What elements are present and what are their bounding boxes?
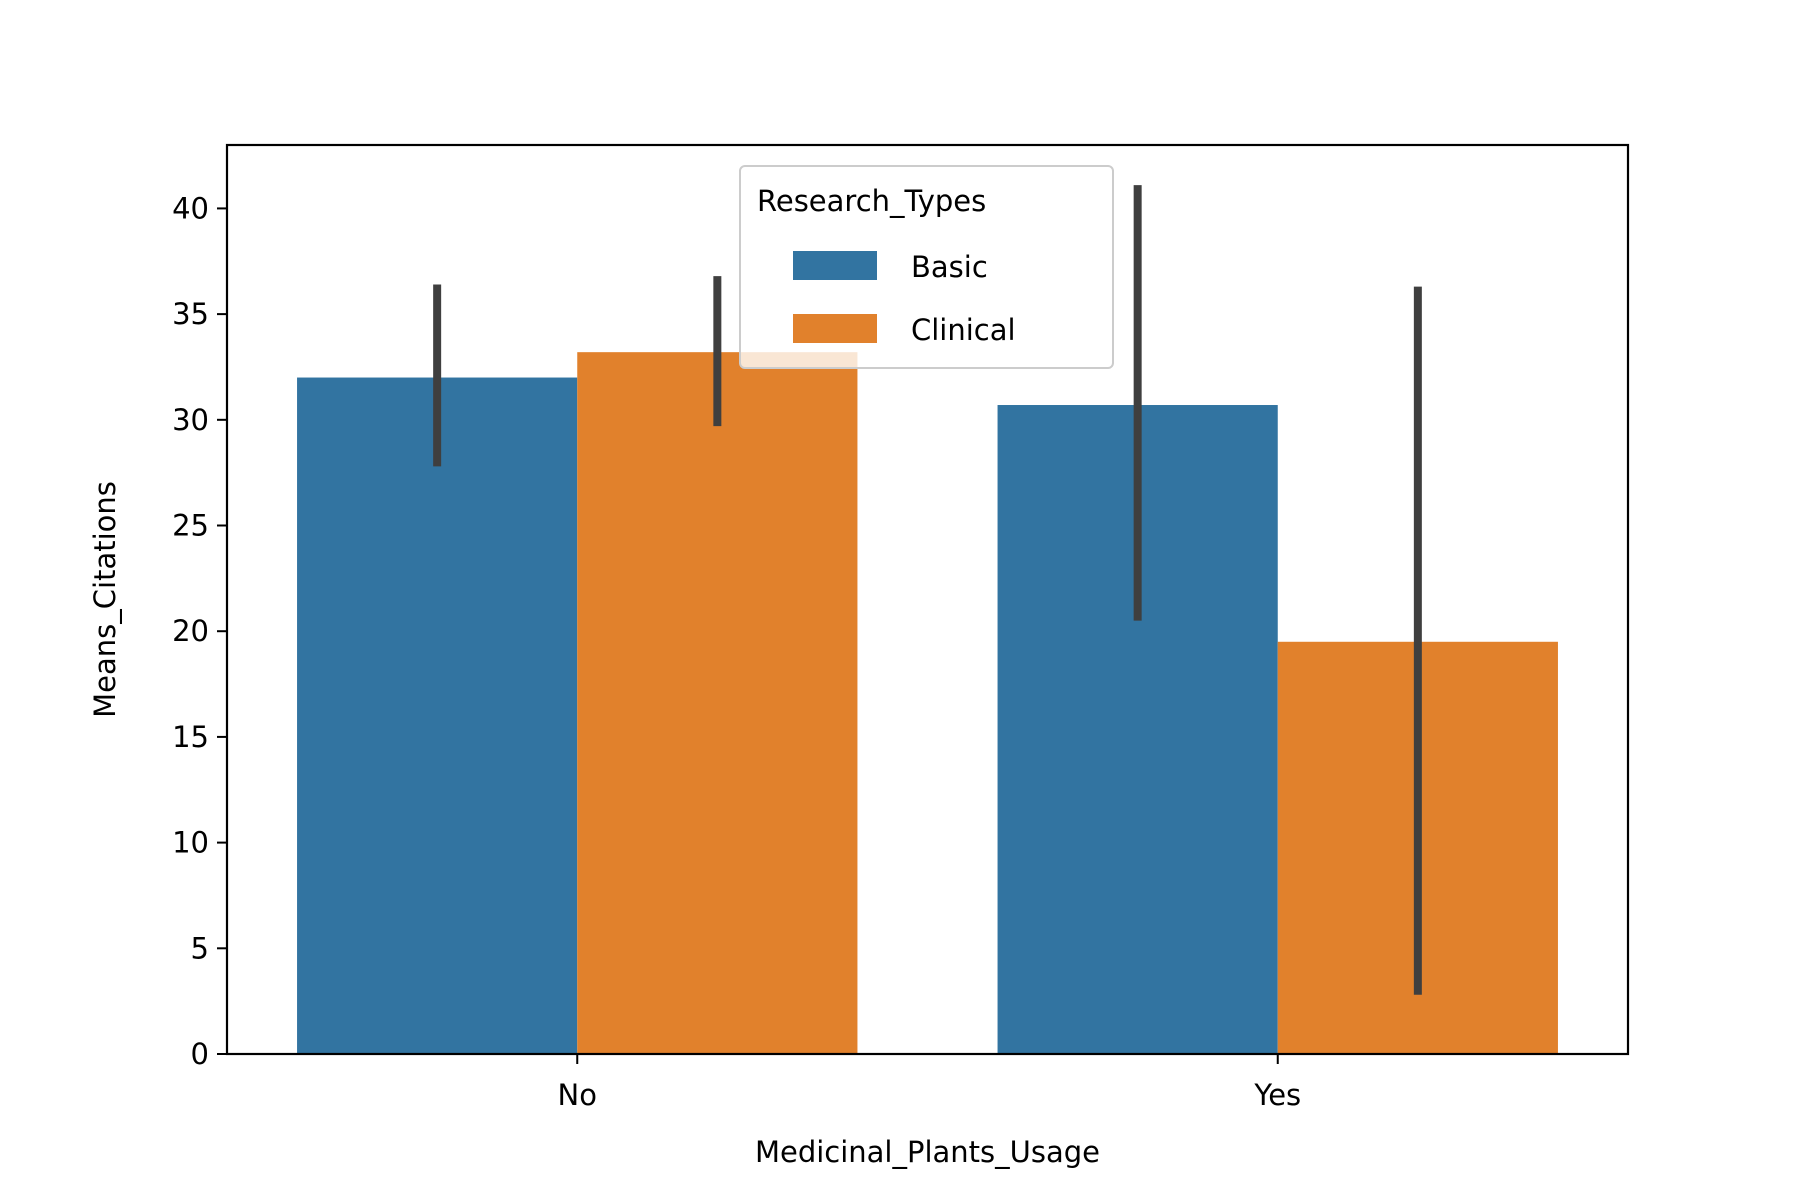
x-tick-label: Yes <box>1253 1078 1301 1112</box>
y-tick-label: 30 <box>172 403 209 437</box>
y-tick-label: 15 <box>172 720 209 754</box>
legend-label-basic: Basic <box>911 250 988 284</box>
legend: Research_Types Basic Clinical <box>739 165 1114 369</box>
legend-swatch-clinical <box>793 314 877 343</box>
plot-frame <box>225 143 1630 1056</box>
y-tick-label: 0 <box>191 1037 209 1071</box>
y-tick-label: 40 <box>172 191 209 225</box>
y-tick-label: 35 <box>172 297 209 331</box>
bar-clinical-no <box>577 352 858 1054</box>
bar-basic-no <box>297 377 578 1054</box>
y-tick-label: 20 <box>172 614 209 648</box>
bars-layer <box>297 352 1558 1055</box>
x-axis-label: Medicinal_Plants_Usage <box>755 1135 1100 1169</box>
x-axis: No Yes <box>558 1054 1301 1112</box>
y-tick-label: 25 <box>172 509 209 543</box>
y-tick-label: 10 <box>172 826 209 860</box>
legend-label-clinical: Clinical <box>911 313 1016 347</box>
x-tick-label: No <box>558 1078 597 1112</box>
y-axis-label: Means_Citations <box>88 481 122 718</box>
legend-swatch-basic <box>793 251 877 280</box>
y-tick-label: 5 <box>191 931 209 965</box>
error-bars-layer <box>433 185 1422 995</box>
y-axis: 0 5 10 15 20 25 30 35 40 <box>172 191 227 1071</box>
legend-title: Research_Types <box>757 184 986 218</box>
